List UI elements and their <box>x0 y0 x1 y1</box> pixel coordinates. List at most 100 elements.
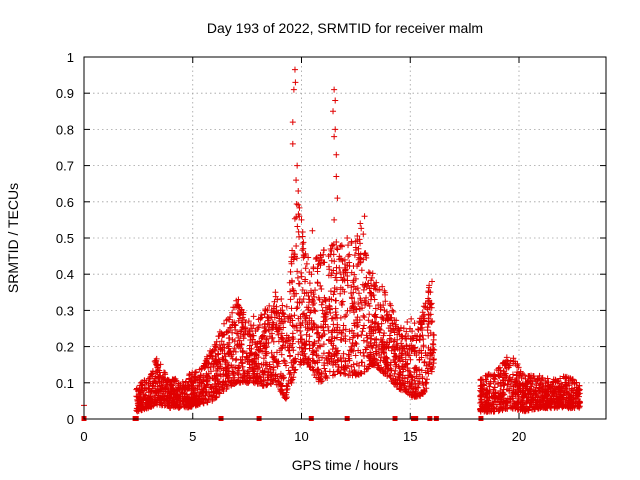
plot-frame <box>83 56 607 420</box>
data-point <box>295 351 302 358</box>
data-point <box>285 380 292 387</box>
data-point <box>148 403 155 410</box>
data-point <box>298 273 305 280</box>
data-point <box>291 66 298 73</box>
data-point <box>256 321 263 328</box>
data-point <box>427 301 434 308</box>
data-point <box>306 325 313 332</box>
data-point <box>501 370 508 377</box>
data-point <box>299 349 306 356</box>
data-point <box>237 328 244 335</box>
data-point <box>373 336 380 343</box>
data-point <box>332 305 339 312</box>
data-point <box>425 295 432 302</box>
data-point <box>328 337 335 344</box>
data-point <box>372 356 379 363</box>
data-point <box>409 374 416 381</box>
data-point <box>355 290 362 297</box>
data-point <box>286 342 293 349</box>
data-point <box>550 395 557 402</box>
data-point <box>325 349 332 356</box>
data-point <box>367 289 374 296</box>
data-point <box>425 332 432 339</box>
data-point <box>375 302 382 309</box>
data-point <box>346 263 353 270</box>
data-point <box>390 338 397 345</box>
data-point <box>237 333 244 340</box>
data-point <box>418 324 425 331</box>
data-point <box>353 317 360 324</box>
data-point <box>198 386 205 393</box>
data-point <box>427 347 434 354</box>
data-point <box>202 357 209 364</box>
data-point <box>571 381 578 388</box>
data-point <box>294 268 301 275</box>
data-point <box>306 333 313 340</box>
data-point <box>184 386 191 393</box>
data-point <box>315 257 322 264</box>
data-point <box>297 328 304 335</box>
data-point <box>354 232 361 239</box>
data-point <box>565 402 572 409</box>
data-point <box>331 216 338 223</box>
data-point <box>164 383 171 390</box>
data-point <box>252 328 259 335</box>
data-point <box>289 334 296 341</box>
data-point <box>420 318 427 325</box>
data-point <box>312 287 319 294</box>
data-point <box>478 396 485 403</box>
data-point <box>202 396 209 403</box>
data-point <box>223 317 230 324</box>
data-point <box>361 314 368 321</box>
data-point <box>316 357 323 364</box>
data-point <box>312 255 319 262</box>
data-point <box>495 406 502 413</box>
data-point <box>482 401 489 408</box>
data-point <box>486 383 493 390</box>
data-point <box>310 291 317 298</box>
data-point <box>233 356 240 363</box>
data-point <box>292 79 299 86</box>
data-point <box>348 363 355 370</box>
data-point <box>168 382 175 389</box>
data-point <box>210 360 217 367</box>
data-point <box>311 307 318 314</box>
data-point <box>321 362 328 369</box>
data-point <box>361 297 368 304</box>
data-point <box>330 368 337 375</box>
data-point <box>188 395 195 402</box>
data-point <box>405 333 412 340</box>
data-point <box>239 348 246 355</box>
data-point <box>544 375 551 382</box>
data-point <box>491 376 498 383</box>
data-point <box>229 309 236 316</box>
data-point <box>265 368 272 375</box>
data-point <box>360 312 367 319</box>
data-point <box>515 364 522 371</box>
data-point <box>558 399 565 406</box>
data-point <box>331 258 338 265</box>
data-point <box>221 320 228 327</box>
data-point <box>263 381 270 388</box>
data-point <box>229 329 236 336</box>
data-point <box>264 377 271 384</box>
data-point <box>360 325 367 332</box>
data-point <box>333 245 340 252</box>
data-point <box>306 364 313 371</box>
data-point <box>404 378 411 385</box>
data-point <box>294 274 301 281</box>
data-point <box>238 341 245 348</box>
data-point <box>278 330 285 337</box>
data-point <box>302 317 309 324</box>
data-point <box>329 333 336 340</box>
data-point <box>298 269 305 276</box>
data-point <box>385 345 392 352</box>
data-point <box>401 382 408 389</box>
data-point <box>240 323 247 330</box>
data-point <box>261 311 268 318</box>
y-tick-label: 0.1 <box>56 376 74 391</box>
data-point <box>340 276 347 283</box>
data-point <box>370 361 377 368</box>
data-point <box>274 363 281 370</box>
data-point <box>348 347 355 354</box>
